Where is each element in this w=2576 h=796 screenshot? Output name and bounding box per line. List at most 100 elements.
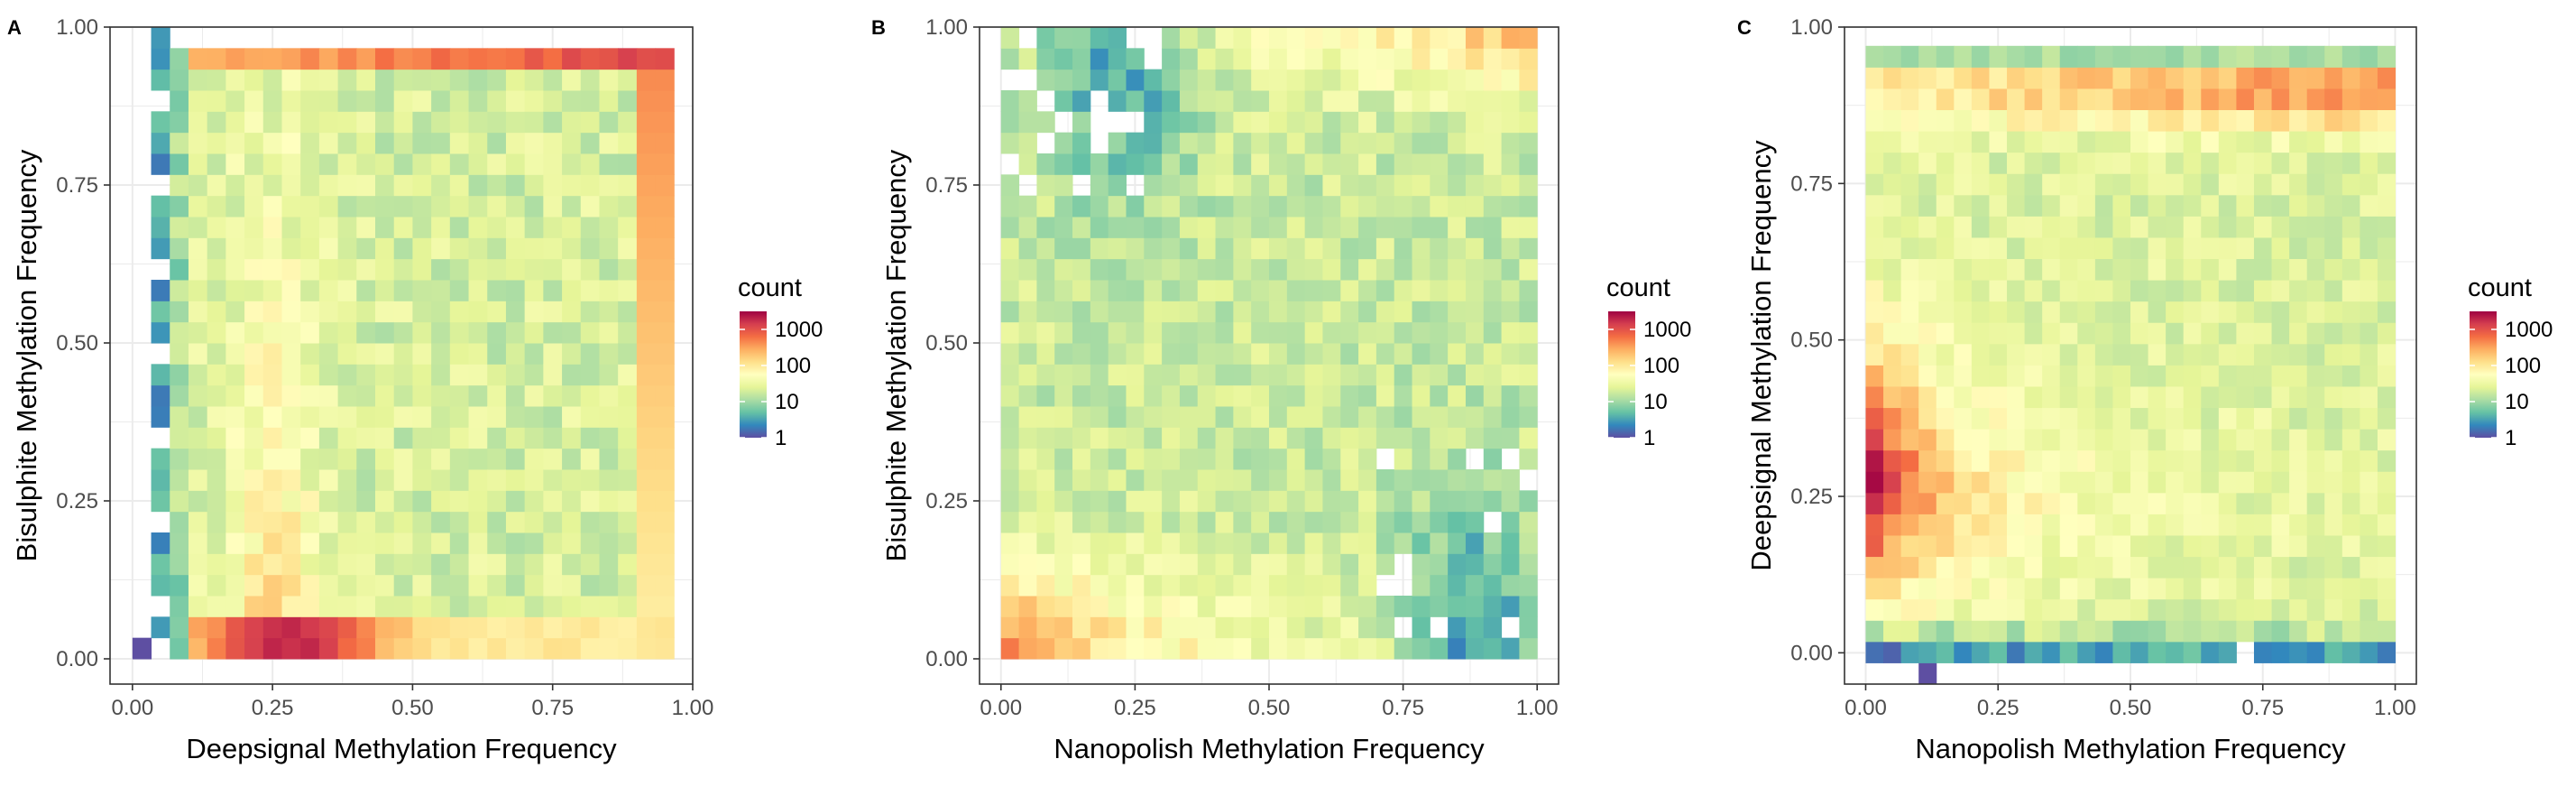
heatmap-tile — [2094, 365, 2113, 387]
heatmap-tile — [151, 574, 170, 597]
heatmap-tile — [244, 364, 264, 386]
heatmap-tile — [2236, 598, 2255, 621]
heatmap-tile — [207, 237, 226, 260]
heatmap-tile — [225, 469, 245, 491]
heatmap-tile — [1430, 511, 1449, 533]
heatmap-tile — [2271, 620, 2290, 643]
heatmap-tile — [636, 217, 657, 238]
heatmap-tile — [1286, 195, 1306, 218]
heatmap-tile — [1430, 384, 1449, 407]
heatmap-tile — [1340, 237, 1359, 260]
heatmap-tile — [1954, 385, 1973, 409]
heatmap-tile — [337, 448, 357, 470]
heatmap-tile — [505, 280, 526, 301]
heatmap-tile — [1519, 237, 1538, 260]
heatmap-tile — [1465, 174, 1485, 197]
heatmap-tile — [1519, 490, 1538, 513]
heatmap-tile — [2201, 365, 2220, 387]
heatmap-tile — [1322, 48, 1341, 70]
heatmap-tile — [2130, 620, 2149, 643]
heatmap-tile — [2360, 45, 2378, 68]
heatmap-tile — [468, 174, 488, 197]
heatmap-tile — [2024, 556, 2043, 578]
heatmap-tile — [300, 427, 320, 449]
heatmap-tile — [2360, 152, 2378, 174]
heatmap-tile — [170, 153, 189, 175]
heatmap-tile — [2112, 173, 2131, 196]
heatmap-tile — [580, 343, 600, 365]
heatmap-tile — [1144, 343, 1163, 365]
heatmap-tile — [1304, 153, 1323, 175]
panel-label-c: C — [1737, 16, 1752, 39]
heatmap-tile — [2324, 641, 2343, 663]
heatmap-tile — [188, 469, 208, 491]
heatmap-tile — [262, 280, 282, 301]
heatmap-tile — [562, 511, 582, 533]
heatmap-tile — [262, 195, 282, 218]
heatmap-tile — [2166, 301, 2185, 323]
heatmap-tile — [2112, 194, 2131, 217]
heatmap-tile — [151, 384, 170, 407]
heatmap-tile — [2183, 131, 2202, 153]
heatmap-tile — [1179, 637, 1199, 660]
heatmap-tile — [431, 490, 451, 513]
heatmap-tile — [2360, 88, 2378, 111]
heatmap-tile — [2183, 216, 2202, 238]
heatmap-tile — [562, 490, 582, 513]
heatmap-tile — [2059, 492, 2078, 514]
legend-b: count 1000 100 10 1 — [1606, 273, 1691, 450]
heatmap-tile — [2042, 67, 2061, 89]
heatmap-tile — [468, 574, 488, 597]
heatmap-tile — [375, 132, 395, 154]
heatmap-tile — [281, 48, 301, 70]
heatmap-tile — [1108, 69, 1127, 91]
heatmap-tile — [188, 384, 208, 407]
heatmap-tile — [2253, 343, 2273, 366]
heatmap-tile — [1448, 69, 1467, 91]
heatmap-tile — [2077, 343, 2096, 366]
heatmap-tile — [2201, 343, 2220, 366]
heatmap-tile — [2236, 194, 2255, 217]
heatmap-tile — [225, 321, 245, 344]
heatmap-tile — [207, 195, 226, 218]
heatmap-tile — [2253, 365, 2273, 387]
heatmap-tile — [1197, 511, 1217, 533]
heatmap-tile — [244, 532, 264, 554]
heatmap-tile — [1197, 321, 1217, 344]
heatmap-tile — [2166, 280, 2185, 302]
heatmap-tile — [151, 153, 170, 175]
heatmap-tile — [1144, 511, 1163, 533]
heatmap-tile — [2112, 578, 2131, 600]
heatmap-tile — [281, 195, 301, 218]
heatmap-tile — [468, 301, 488, 323]
heatmap-tile — [655, 280, 675, 301]
heatmap-tile — [1883, 88, 1902, 111]
heatmap-tile — [1286, 27, 1306, 49]
heatmap-tile — [524, 406, 544, 428]
heatmap-tile — [1375, 511, 1395, 533]
heatmap-tile — [1936, 365, 1955, 387]
heatmap-tile — [1162, 69, 1181, 91]
heatmap-tile — [1251, 469, 1270, 491]
heatmap-tile — [375, 237, 395, 260]
heatmap-tile — [1090, 574, 1109, 597]
heatmap-tile — [2377, 45, 2397, 68]
heatmap-tile — [1072, 111, 1091, 134]
heatmap-tile — [170, 132, 189, 154]
heatmap-tile — [1286, 48, 1306, 70]
heatmap-tile — [1412, 27, 1431, 49]
heatmap-tile — [2183, 641, 2202, 663]
heatmap-tile — [1269, 132, 1288, 154]
x-tick-label: 0.75 — [531, 696, 574, 720]
heatmap-tile — [1126, 321, 1145, 344]
heatmap-tile — [2201, 492, 2220, 514]
heatmap-tile — [599, 301, 619, 323]
heatmap-tile — [318, 490, 339, 513]
heatmap-tile — [1215, 553, 1234, 576]
heatmap-tile — [2218, 534, 2237, 558]
heatmap-tile — [2042, 556, 2061, 578]
heatmap-tile — [655, 217, 675, 238]
heatmap-tile — [1054, 195, 1073, 218]
heatmap-tile — [1989, 131, 2008, 153]
heatmap-tile — [1865, 67, 1884, 89]
